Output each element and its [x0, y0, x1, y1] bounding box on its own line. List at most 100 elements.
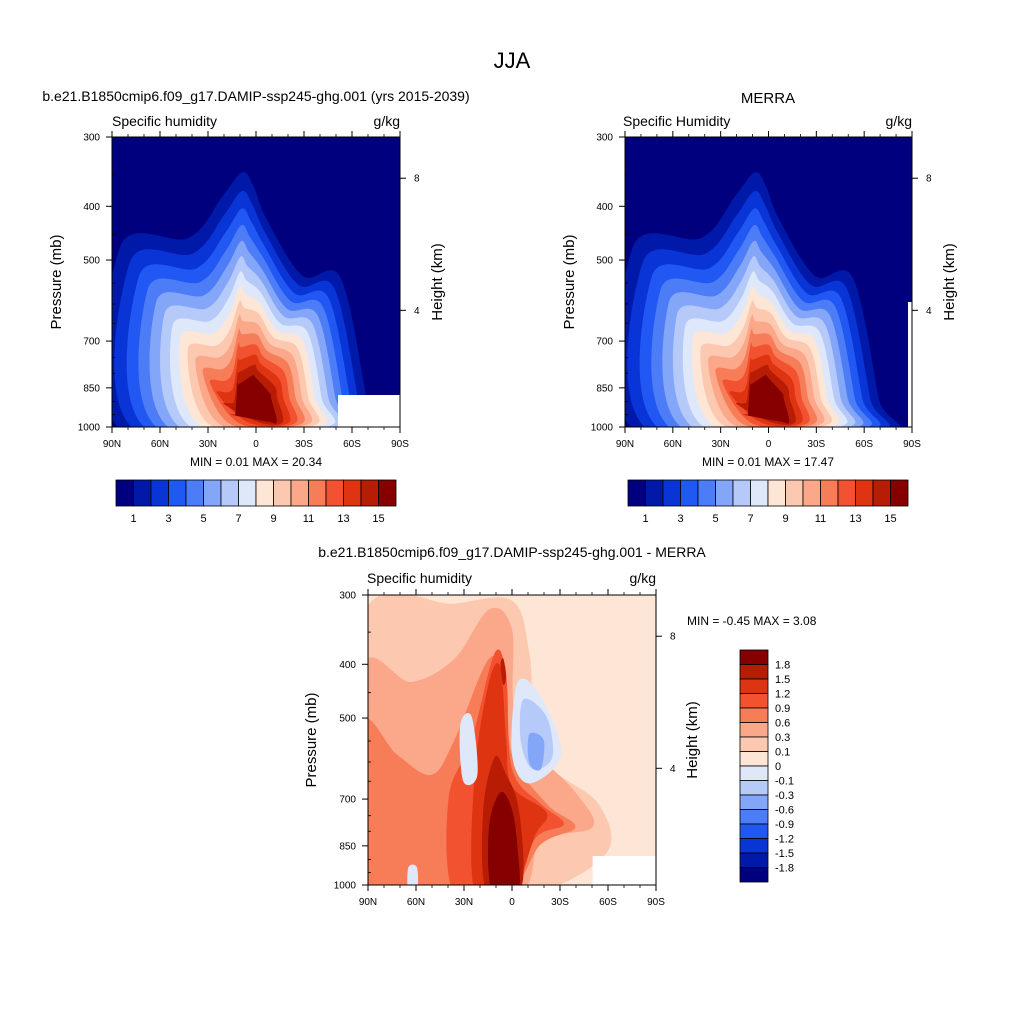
panel-diff-left-label: Specific humidity [367, 570, 472, 586]
x-tick-label: 60S [343, 439, 361, 450]
colorbar-label: 0.1 [775, 747, 790, 759]
x-tick-label: 0 [509, 897, 515, 908]
y-tick-label: 700 [339, 795, 356, 806]
colorbar-swatch [203, 479, 222, 507]
colorbar-label: 1 [130, 513, 136, 525]
colorbar-swatch [739, 664, 769, 680]
colorbar-swatch [739, 693, 769, 709]
colorbar-swatch [739, 751, 769, 767]
colorbar-swatch [343, 479, 362, 507]
colorbar-swatch [238, 479, 257, 507]
panel-merra-units: g/kg [886, 113, 912, 129]
y-tick-label: 500 [596, 256, 613, 267]
colorbar-swatch [802, 479, 821, 507]
x-tick-label: 90N [359, 897, 377, 908]
y-tick-label: 700 [83, 337, 100, 348]
panel-diff-colorbar: 1.8 1.5 1.2 0.9 0.6 0.3 0.1 0 -0.1 -0.3 -0.6 -0.9 -1… [739, 649, 794, 883]
missing-data [338, 395, 400, 427]
contour-band [742, 373, 790, 424]
colorbar-swatch [732, 479, 751, 507]
panel-diff-ylabel: Pressure (mb) [303, 692, 320, 787]
colorbar-swatch [150, 479, 169, 507]
colorbar-swatch [290, 479, 309, 507]
panel-merra-left-label: Specific Humidity [623, 113, 730, 129]
colorbar-swatch [750, 479, 769, 507]
x-tick-label: 30N [455, 897, 473, 908]
colorbar-swatch [890, 479, 909, 507]
colorbar-swatch [739, 736, 769, 752]
colorbar-swatch [627, 479, 646, 507]
x-tick-label: 0 [253, 439, 259, 450]
panel-diff-title: b.e21.B1850cmip6.f09_g17.DAMIP-ssp245-gh… [318, 544, 706, 560]
panel-diff: b.e21.B1850cmip6.f09_g17.DAMIP-ssp245-gh… [303, 544, 817, 908]
x-tick-label: 90S [903, 439, 921, 450]
panel-model-ylabel: Pressure (mb) [48, 234, 65, 329]
x-tick-label: 60N [151, 439, 169, 450]
x-tick-label: 60N [664, 439, 682, 450]
y-tick-label: 400 [83, 202, 100, 213]
y-tick-label: 1000 [591, 423, 614, 434]
y-tick-label: 500 [339, 714, 356, 725]
panel-diff-plot [368, 595, 656, 885]
contour-band [407, 864, 419, 885]
colorbar-label: 9 [782, 513, 788, 525]
colorbar-label: -1.8 [775, 863, 794, 875]
x-tick-label: 30S [551, 897, 569, 908]
colorbar-label: 3 [677, 513, 683, 525]
y-tick-label: 500 [83, 256, 100, 267]
panel-merra-colorbar: 1 3 5 7 9 11 13 15 [627, 479, 909, 525]
colorbar-swatch [739, 823, 769, 839]
colorbar-label: 11 [303, 513, 314, 525]
colorbar-swatch [308, 479, 327, 507]
colorbar-label: 0.9 [775, 703, 790, 715]
x-tick-label: 90N [103, 439, 121, 450]
contour-band [500, 658, 507, 686]
colorbar-swatch [739, 852, 769, 868]
panel-diff-units: g/kg [630, 570, 656, 586]
colorbar-swatch [662, 479, 681, 507]
colorbar-swatch [168, 479, 187, 507]
colorbar-swatch [767, 479, 786, 507]
panel-diff-minmax: MIN = -0.45 MAX = 3.08 [687, 614, 817, 628]
panel-model-plot [112, 137, 400, 427]
colorbar-label: 0.6 [775, 718, 790, 730]
colorbar-swatch [739, 794, 769, 810]
colorbar-swatch [715, 479, 734, 507]
colorbar-label: -0.1 [775, 776, 794, 788]
y2-tick-label: 4 [414, 306, 420, 317]
colorbar-swatch [739, 678, 769, 694]
colorbar-swatch [785, 479, 804, 507]
colorbar-swatch [273, 479, 292, 507]
colorbar-swatch [739, 707, 769, 723]
x-tick-label: 30N [199, 439, 217, 450]
y2-tick-label: 8 [414, 174, 420, 185]
panel-model-title: b.e21.B1850cmip6.f09_g17.DAMIP-ssp245-gh… [42, 88, 469, 104]
contour-band [392, 262, 400, 402]
x-tick-label: 90S [647, 897, 665, 908]
colorbar-swatch [820, 479, 839, 507]
colorbar-swatch [645, 479, 664, 507]
colorbar-label: 11 [815, 513, 826, 525]
colorbar-swatch [739, 765, 769, 781]
y-tick-label: 1000 [78, 423, 101, 434]
y-tick-label: 300 [339, 591, 356, 602]
panel-merra-y2label: Height (km) [941, 243, 958, 321]
colorbar-swatch [133, 479, 152, 507]
y-tick-label: 300 [83, 133, 100, 144]
colorbar-label: -1.2 [775, 834, 794, 846]
colorbar-swatch [739, 780, 769, 796]
colorbar-swatch [872, 479, 891, 507]
colorbar-label: 1.2 [775, 689, 790, 701]
panel-model-units: g/kg [374, 113, 400, 129]
x-tick-label: 90N [616, 439, 634, 450]
colorbar-label: 9 [270, 513, 276, 525]
colorbar-swatch [739, 649, 769, 665]
colorbar-label: 5 [712, 513, 718, 525]
panel-merra-ylabel: Pressure (mb) [561, 234, 578, 329]
x-tick-label: 30S [807, 439, 825, 450]
x-tick-label: 60S [855, 439, 873, 450]
